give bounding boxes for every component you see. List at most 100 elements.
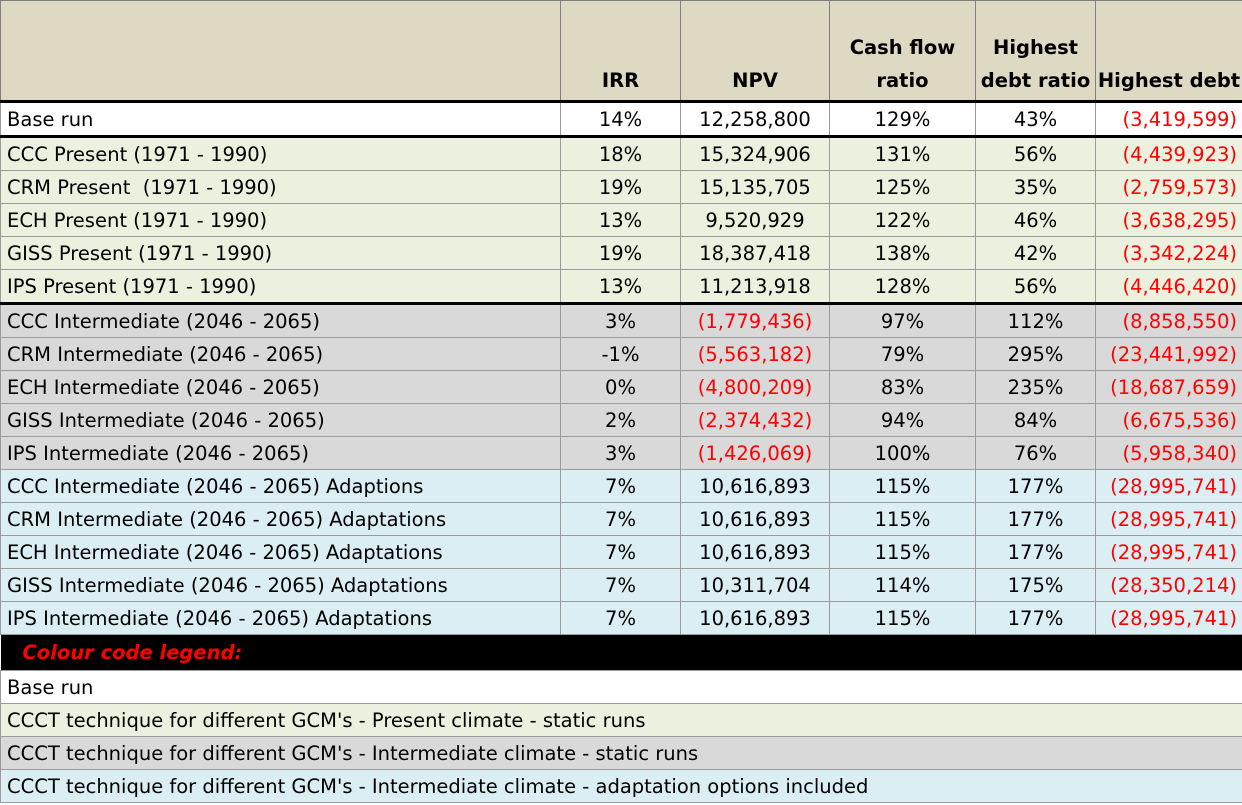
scenario-cell: CRM Intermediate (2046 - 2065) Adaptatio… — [0, 502, 561, 536]
cash-flow-ratio-cell: 83% — [829, 370, 976, 404]
irr-cell: 14% — [560, 101, 681, 137]
legend-item-present: CCCT technique for different GCM's - Pre… — [0, 703, 1242, 737]
table-row: ECH Intermediate (2046 - 2065) 0% (4,800… — [0, 370, 1242, 404]
npv-cell: 12,258,800 — [680, 101, 830, 137]
scenario-cell: IPS Intermediate (2046 - 2065) — [0, 436, 561, 470]
table-row: CCC Present (1971 - 1990) 18% 15,324,906… — [0, 135, 1242, 171]
highest-debt-ratio-cell: 295% — [975, 337, 1096, 371]
irr-cell: 19% — [560, 236, 681, 270]
npv-cell: 11,213,918 — [680, 269, 830, 304]
highest-debt-ratio-cell: 42% — [975, 236, 1096, 270]
cash-flow-ratio-cell: 125% — [829, 170, 976, 204]
scenario-cell: ECH Intermediate (2046 - 2065) — [0, 370, 561, 404]
npv-cell: 15,324,906 — [680, 135, 830, 171]
highest-debt-ratio-cell: 175% — [975, 568, 1096, 602]
cash-flow-ratio-cell: 115% — [829, 469, 976, 503]
highest-debt-ratio-cell: 177% — [975, 535, 1096, 569]
header-highest-debt-ratio: Highest debt ratio — [975, 0, 1096, 103]
irr-cell: 13% — [560, 203, 681, 237]
table-row: CRM Intermediate (2046 - 2065) Adaptatio… — [0, 502, 1242, 536]
npv-cell: (1,779,436) — [680, 302, 830, 338]
header-row: IRR NPV Cash flow ratio Highest debt rat… — [0, 0, 1242, 103]
highest-debt-cell: (3,342,224) — [1095, 236, 1242, 270]
cash-flow-ratio-cell: 122% — [829, 203, 976, 237]
highest-debt-ratio-cell: 177% — [975, 502, 1096, 536]
scenario-cell: ECH Present (1971 - 1990) — [0, 203, 561, 237]
highest-debt-ratio-cell: 56% — [975, 269, 1096, 304]
table-row: GISS Present (1971 - 1990) 19% 18,387,41… — [0, 236, 1242, 270]
highest-debt-ratio-cell: 84% — [975, 403, 1096, 437]
highest-debt-ratio-cell: 56% — [975, 135, 1096, 171]
scenario-cell: GISS Present (1971 - 1990) — [0, 236, 561, 270]
table-row: IPS Intermediate (2046 - 2065) 3% (1,426… — [0, 436, 1242, 470]
scenario-cell: CRM Intermediate (2046 - 2065) — [0, 337, 561, 371]
scenario-cell: CCC Intermediate (2046 - 2065) Adaptions — [0, 469, 561, 503]
header-scenario — [0, 0, 561, 103]
npv-cell: 15,135,705 — [680, 170, 830, 204]
highest-debt-cell: (6,675,536) — [1095, 403, 1242, 437]
npv-cell: 10,616,893 — [680, 535, 830, 569]
highest-debt-ratio-cell: 177% — [975, 601, 1096, 635]
legend-title: Colour code legend: — [0, 634, 1242, 671]
highest-debt-ratio-cell: 177% — [975, 469, 1096, 503]
cash-flow-ratio-cell: 115% — [829, 535, 976, 569]
irr-cell: 2% — [560, 403, 681, 437]
cash-flow-ratio-cell: 94% — [829, 403, 976, 437]
highest-debt-cell: (4,439,923) — [1095, 135, 1242, 171]
cash-flow-ratio-cell: 115% — [829, 601, 976, 635]
table-row: CCC Intermediate (2046 - 2065) 3% (1,779… — [0, 302, 1242, 338]
header-highest-debt: Highest debt — [1095, 0, 1242, 103]
irr-cell: 3% — [560, 302, 681, 338]
table-row: IPS Present (1971 - 1990) 13% 11,213,918… — [0, 269, 1242, 304]
highest-debt-cell: (8,858,550) — [1095, 302, 1242, 338]
legend-item-base: Base run — [0, 670, 1242, 704]
npv-cell: 18,387,418 — [680, 236, 830, 270]
highest-debt-cell: (28,995,741) — [1095, 469, 1242, 503]
legend-item: CCCT technique for different GCM's - Pre… — [0, 703, 1242, 737]
cash-flow-ratio-cell: 128% — [829, 269, 976, 304]
highest-debt-cell: (5,958,340) — [1095, 436, 1242, 470]
npv-cell: (1,426,069) — [680, 436, 830, 470]
scenario-cell: GISS Intermediate (2046 - 2065) Adaptati… — [0, 568, 561, 602]
irr-cell: 13% — [560, 269, 681, 304]
table-row: GISS Intermediate (2046 - 2065) 2% (2,37… — [0, 403, 1242, 437]
npv-cell: 10,616,893 — [680, 601, 830, 635]
header-irr: IRR — [560, 0, 681, 103]
irr-cell: 0% — [560, 370, 681, 404]
npv-cell: 10,311,704 — [680, 568, 830, 602]
cash-flow-ratio-cell: 131% — [829, 135, 976, 171]
legend-item: CCCT technique for different GCM's - Int… — [0, 736, 1242, 770]
highest-debt-cell: (28,995,741) — [1095, 502, 1242, 536]
header-npv: NPV — [680, 0, 830, 103]
npv-cell: 10,616,893 — [680, 502, 830, 536]
cash-flow-ratio-cell: 129% — [829, 101, 976, 137]
npv-cell: 10,616,893 — [680, 469, 830, 503]
cash-flow-ratio-cell: 100% — [829, 436, 976, 470]
highest-debt-cell: (28,995,741) — [1095, 601, 1242, 635]
cash-flow-ratio-cell: 114% — [829, 568, 976, 602]
table-row: GISS Intermediate (2046 - 2065) Adaptati… — [0, 568, 1242, 602]
highest-debt-ratio-cell: 235% — [975, 370, 1096, 404]
highest-debt-ratio-cell: 46% — [975, 203, 1096, 237]
irr-cell: 7% — [560, 601, 681, 635]
table-row: ECH Intermediate (2046 - 2065) Adaptatio… — [0, 535, 1242, 569]
highest-debt-ratio-cell: 76% — [975, 436, 1096, 470]
highest-debt-ratio-cell: 112% — [975, 302, 1096, 338]
scenario-cell: IPS Present (1971 - 1990) — [0, 269, 561, 304]
header-cash-flow-ratio: Cash flow ratio — [829, 0, 976, 103]
irr-cell: 7% — [560, 568, 681, 602]
legend-title-row: Colour code legend: — [0, 634, 1242, 671]
irr-cell: 7% — [560, 469, 681, 503]
highest-debt-cell: (28,350,214) — [1095, 568, 1242, 602]
npv-cell: (5,563,182) — [680, 337, 830, 371]
table-row: CCC Intermediate (2046 - 2065) Adaptions… — [0, 469, 1242, 503]
highest-debt-ratio-cell: 43% — [975, 101, 1096, 137]
highest-debt-cell: (28,995,741) — [1095, 535, 1242, 569]
irr-cell: 3% — [560, 436, 681, 470]
scenario-cell: GISS Intermediate (2046 - 2065) — [0, 403, 561, 437]
irr-cell: -1% — [560, 337, 681, 371]
cash-flow-ratio-cell: 138% — [829, 236, 976, 270]
irr-cell: 18% — [560, 135, 681, 171]
cash-flow-ratio-cell: 115% — [829, 502, 976, 536]
cash-flow-ratio-cell: 97% — [829, 302, 976, 338]
